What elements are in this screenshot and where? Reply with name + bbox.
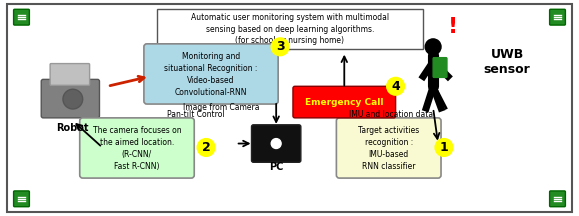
Text: Robot: Robot [57,123,89,133]
Circle shape [63,89,83,109]
Text: 1: 1 [439,141,448,154]
FancyBboxPatch shape [7,4,572,212]
Text: Monitoring and
situational Recognition :
Video-based
Convolutional-RNN: Monitoring and situational Recognition :… [164,52,258,97]
Text: PC: PC [269,162,283,172]
Text: UWB
sensor: UWB sensor [484,48,530,76]
FancyBboxPatch shape [41,79,100,118]
Text: Emergency Call: Emergency Call [305,98,383,106]
FancyBboxPatch shape [549,9,566,25]
FancyBboxPatch shape [549,191,566,207]
Circle shape [271,38,289,56]
FancyBboxPatch shape [13,191,30,207]
Text: IMU and location data: IMU and location data [349,110,433,119]
Text: Target activities
recognition :
IMU-based
RNN classifier: Target activities recognition : IMU-base… [358,126,419,171]
Circle shape [435,139,453,156]
FancyBboxPatch shape [13,9,30,25]
Text: 3: 3 [276,40,284,53]
Circle shape [197,139,215,156]
Text: 4: 4 [391,80,400,93]
Circle shape [271,139,281,148]
FancyBboxPatch shape [293,86,395,118]
Text: Automatic user monitoring system with multimodal
sensing based on deep learning : Automatic user monitoring system with mu… [191,13,389,45]
FancyBboxPatch shape [433,58,447,77]
Text: 2: 2 [201,141,210,154]
FancyBboxPatch shape [144,44,278,104]
Circle shape [425,39,441,55]
FancyBboxPatch shape [157,9,423,49]
Text: Pan-tilt Control: Pan-tilt Control [167,110,225,119]
Circle shape [387,77,405,95]
Text: !: ! [448,17,458,37]
Text: The camera focuses on
the aimed location.
(R-CNN/
Fast R-CNN): The camera focuses on the aimed location… [93,126,181,171]
FancyBboxPatch shape [80,118,194,178]
FancyBboxPatch shape [50,64,90,85]
Text: Image from Camera: Image from Camera [182,103,259,113]
FancyBboxPatch shape [251,125,301,162]
FancyBboxPatch shape [336,118,441,178]
